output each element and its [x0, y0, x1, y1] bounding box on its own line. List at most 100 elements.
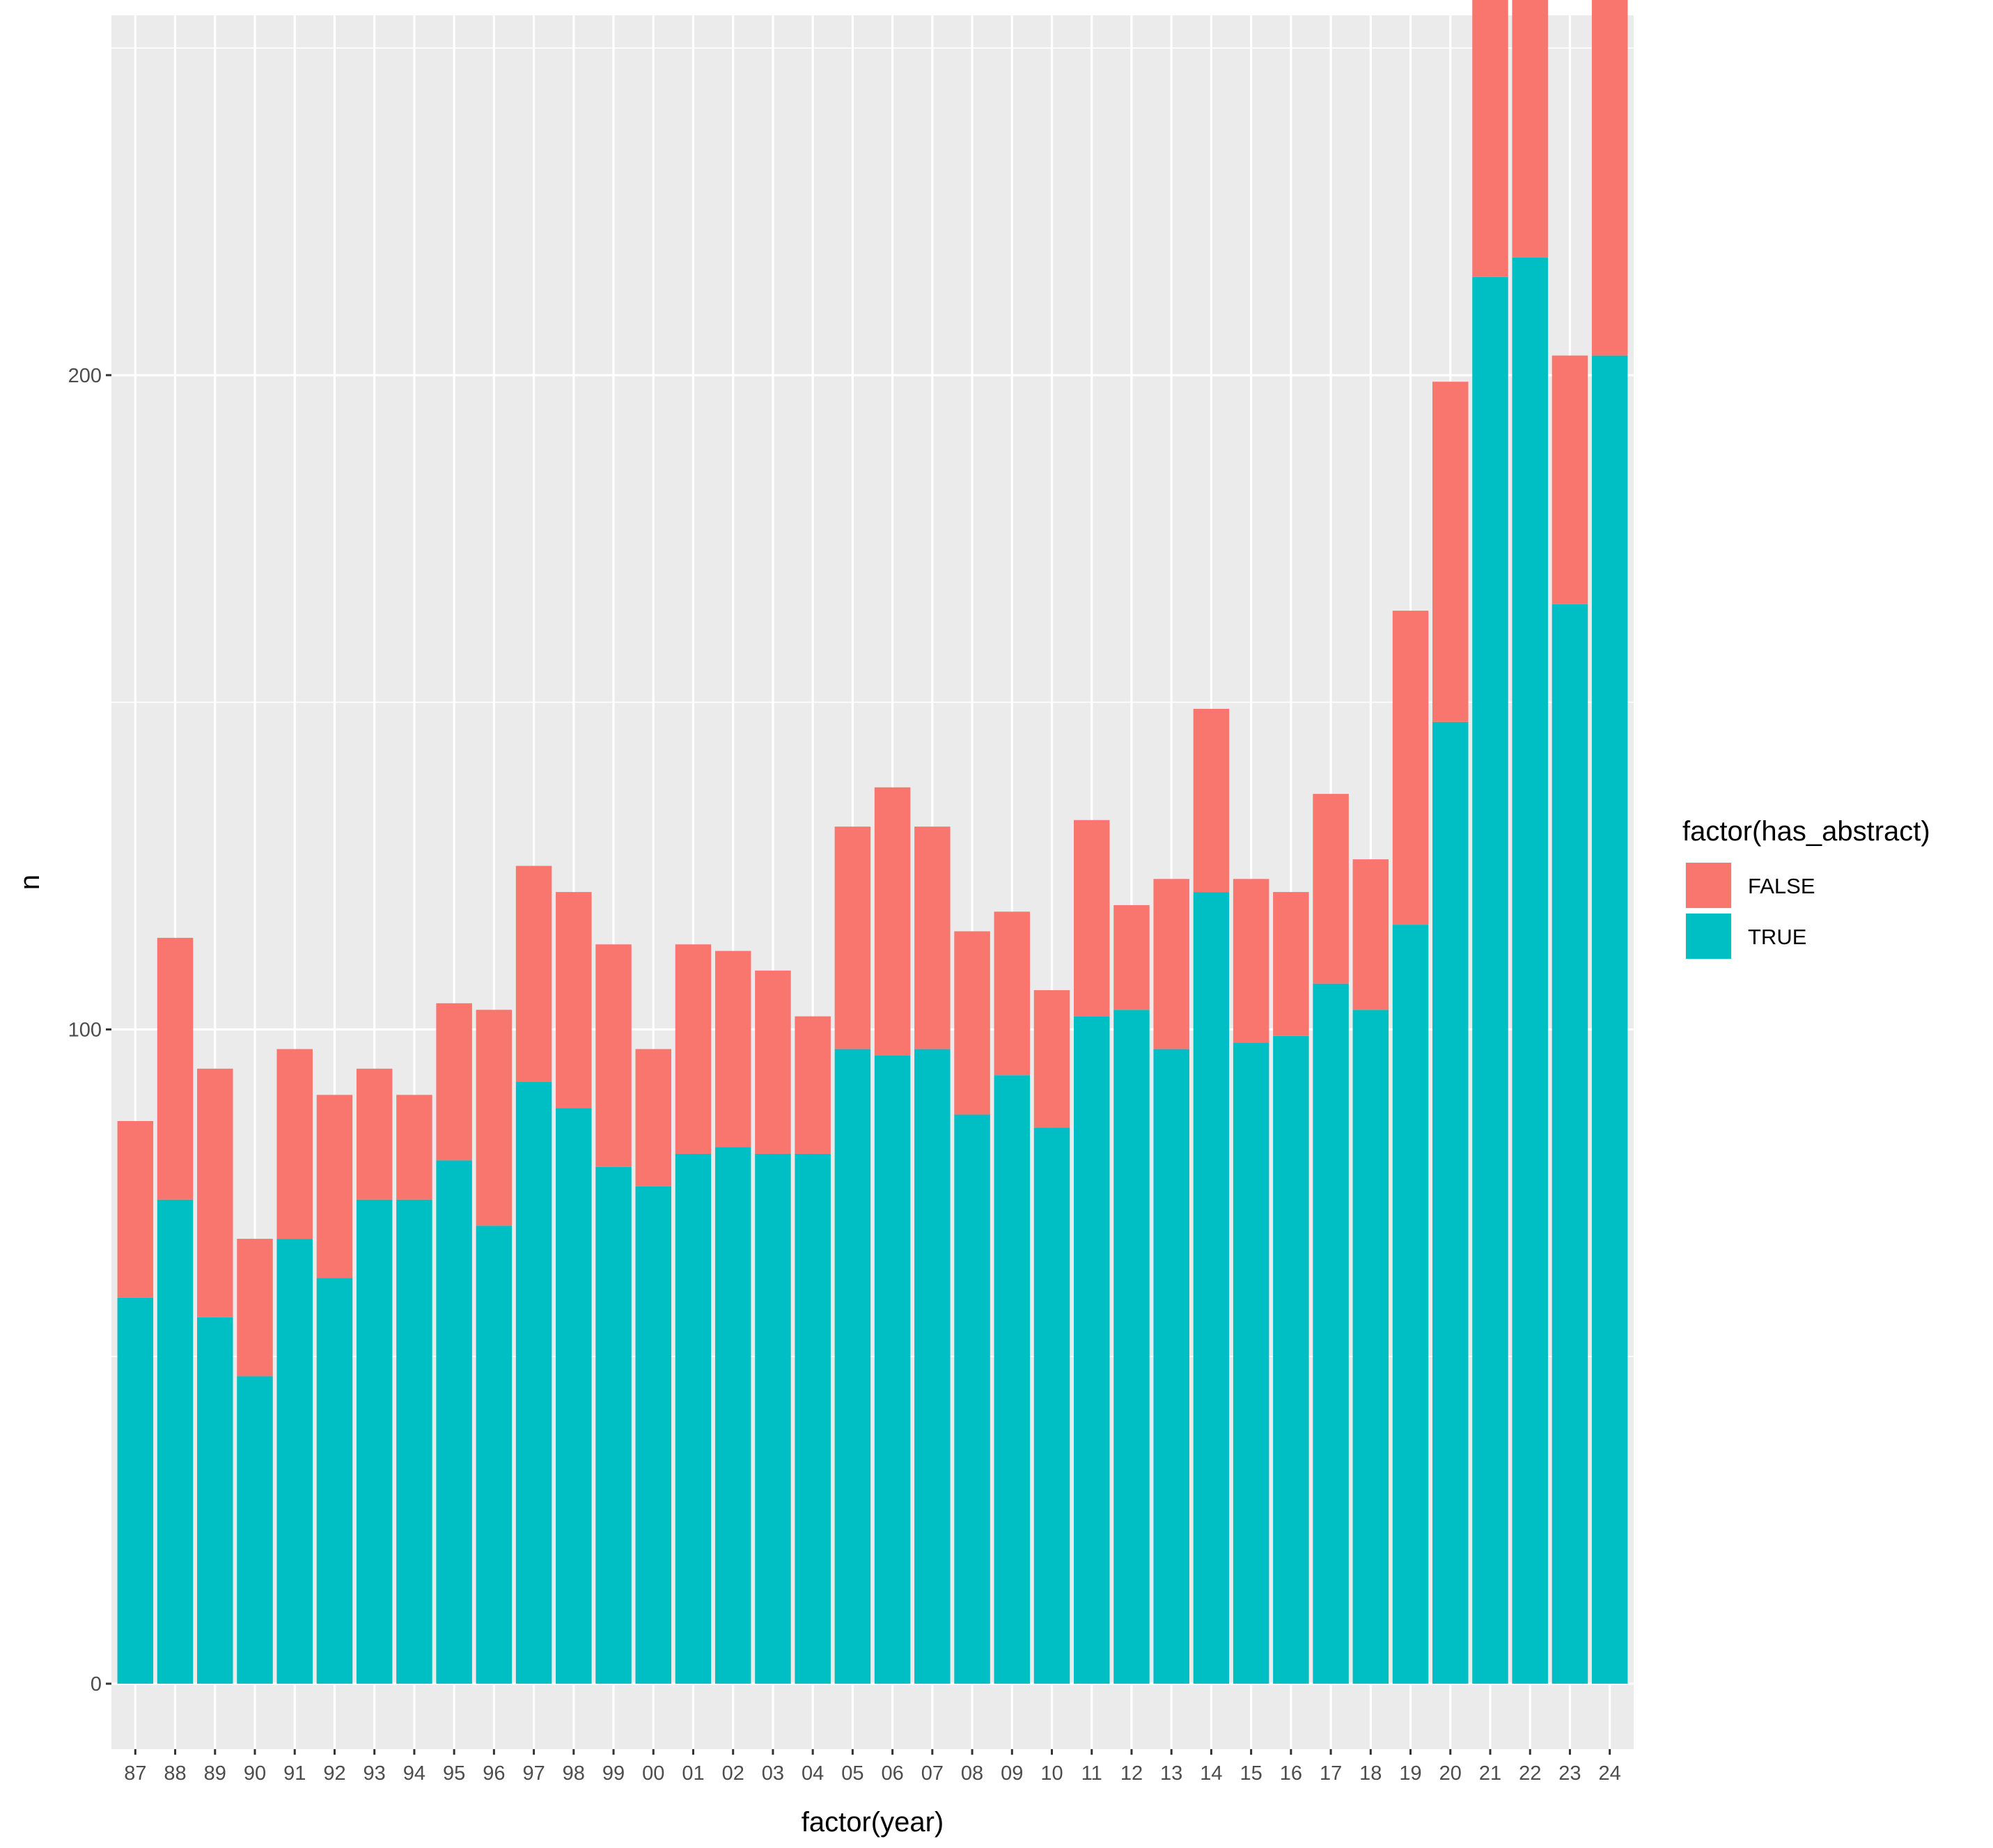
bar-true-96: [476, 1226, 513, 1684]
bar-true-93: [356, 1199, 393, 1684]
bar-false-04: [795, 1016, 831, 1154]
bars: [117, 0, 1628, 1684]
x-tick-label: 07: [921, 1762, 944, 1785]
bar-false-89: [197, 1068, 233, 1317]
x-tick-label: 08: [961, 1762, 983, 1785]
x-tick-label: 14: [1200, 1762, 1222, 1785]
x-tick-label: 19: [1399, 1762, 1421, 1785]
bar-false-88: [157, 937, 194, 1200]
bar-true-21: [1472, 276, 1508, 1684]
bar-true-05: [834, 1049, 871, 1684]
bar-false-96: [476, 1010, 513, 1226]
x-tick-label: 15: [1240, 1762, 1263, 1785]
x-tick-label: 18: [1359, 1762, 1382, 1785]
bar-true-12: [1113, 1010, 1150, 1684]
x-tick-label: 99: [602, 1762, 625, 1785]
bar-true-01: [675, 1153, 712, 1684]
x-tick-label: 13: [1160, 1762, 1182, 1785]
x-tick-label: 89: [204, 1762, 226, 1785]
legend-title: factor(has_abstract): [1682, 816, 1930, 847]
x-tick-label: 03: [762, 1762, 784, 1785]
x-axis-title: factor(year): [802, 1807, 944, 1838]
x-tick-label: 12: [1120, 1762, 1143, 1785]
x-tick-label: 24: [1599, 1762, 1621, 1785]
bar-false-05: [834, 827, 871, 1049]
bar-true-09: [994, 1075, 1031, 1684]
bar-false-15: [1233, 879, 1269, 1043]
bar-false-07: [914, 827, 951, 1049]
bar-false-87: [117, 1120, 154, 1298]
bar-false-13: [1153, 879, 1189, 1049]
x-axis: 87 88 89 90 91 92 93 94 95 96 97 98 99 00 01 02 03 04 05 06…: [124, 1749, 1621, 1785]
x-tick-label: 01: [682, 1762, 704, 1785]
bar-true-16: [1273, 1035, 1309, 1684]
y-axis-title: n: [15, 875, 45, 890]
bar-true-17: [1313, 983, 1349, 1684]
bar-true-08: [954, 1114, 990, 1684]
bar-true-04: [795, 1153, 831, 1684]
x-tick-label: 93: [364, 1762, 386, 1785]
bar-true-18: [1352, 1010, 1389, 1684]
x-tick-label: 95: [443, 1762, 465, 1785]
x-tick-label: 90: [244, 1762, 266, 1785]
bar-true-95: [436, 1160, 472, 1684]
x-tick-label: 91: [283, 1762, 306, 1785]
bar-false-21: [1472, 0, 1508, 277]
x-tick-label: 11: [1081, 1762, 1102, 1785]
bar-true-24: [1591, 355, 1628, 1684]
bar-true-15: [1233, 1042, 1269, 1684]
bar-false-22: [1512, 0, 1548, 258]
y-tick-label: 0: [91, 1673, 102, 1696]
bar-false-93: [356, 1068, 393, 1200]
bar-false-20: [1432, 382, 1469, 722]
bar-true-22: [1512, 257, 1548, 1684]
bar-false-03: [755, 970, 791, 1154]
bar-true-03: [755, 1153, 791, 1684]
bar-false-99: [595, 944, 632, 1167]
x-tick-label: 10: [1040, 1762, 1063, 1785]
legend-swatch-true: [1686, 914, 1731, 959]
y-tick-label: 100: [68, 1019, 102, 1041]
x-tick-label: 09: [1001, 1762, 1023, 1785]
bar-false-14: [1193, 709, 1230, 893]
x-tick-label: 04: [802, 1762, 824, 1785]
bar-false-90: [237, 1239, 273, 1377]
x-tick-label: 97: [522, 1762, 545, 1785]
bar-false-01: [675, 944, 712, 1154]
x-tick-label: 00: [642, 1762, 664, 1785]
bar-false-18: [1352, 859, 1389, 1010]
x-tick-label: 94: [403, 1762, 425, 1785]
bar-true-20: [1432, 721, 1469, 1684]
bar-true-11: [1073, 1016, 1110, 1684]
x-tick-label: 05: [841, 1762, 863, 1785]
x-tick-label: 96: [483, 1762, 505, 1785]
x-tick-label: 22: [1519, 1762, 1541, 1785]
bar-false-97: [515, 866, 552, 1082]
bar-true-99: [595, 1166, 632, 1684]
bar-false-00: [635, 1049, 672, 1187]
x-tick-label: 16: [1280, 1762, 1302, 1785]
bar-true-00: [635, 1186, 672, 1684]
bar-false-02: [714, 950, 751, 1148]
bar-false-09: [994, 911, 1031, 1076]
bar-true-97: [515, 1081, 552, 1684]
x-tick-label: 02: [722, 1762, 744, 1785]
legend: factor(has_abstract) FALSE TRUE: [1682, 816, 1930, 960]
bar-true-19: [1392, 925, 1429, 1684]
bar-false-24: [1591, 0, 1628, 356]
bar-true-94: [396, 1199, 432, 1684]
bar-false-94: [396, 1095, 432, 1200]
bar-true-89: [197, 1317, 233, 1684]
bar-true-14: [1193, 892, 1230, 1684]
bar-true-23: [1552, 604, 1588, 1684]
bar-false-95: [436, 1003, 472, 1161]
legend-label-false: FALSE: [1748, 874, 1815, 898]
x-tick-label: 06: [881, 1762, 903, 1785]
y-axis: 0 100 200: [68, 365, 111, 1696]
bar-true-13: [1153, 1049, 1189, 1684]
bar-false-92: [316, 1095, 353, 1278]
bar-false-12: [1113, 905, 1150, 1010]
bar-false-06: [874, 787, 911, 1056]
bar-false-91: [276, 1049, 313, 1239]
